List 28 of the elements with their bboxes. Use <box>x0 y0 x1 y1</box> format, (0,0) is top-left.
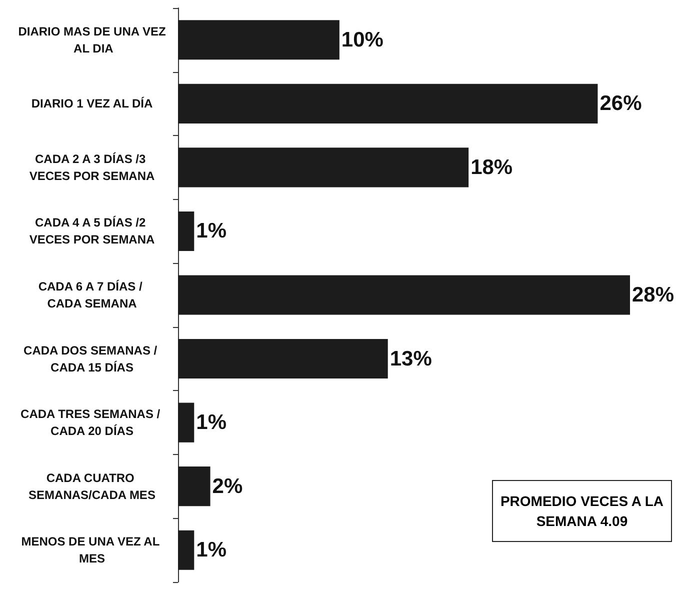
data-label: 10% <box>341 28 384 52</box>
y-tick-label: CADA 4 A 5 DÍAS /2 VECES POR SEMANA <box>29 216 156 247</box>
bar <box>178 275 630 315</box>
y-tick-label: CADA DOS SEMANAS / CADA 15 DÍAS <box>24 343 160 374</box>
y-tick-label: CADA CUATRO SEMANAS/CADA MES <box>28 470 156 502</box>
data-label: 2% <box>212 474 243 498</box>
bar <box>178 84 598 124</box>
y-tick-label: CADA TRES SEMANAS / CADA 20 DÍAS <box>20 407 164 438</box>
bar <box>178 466 210 506</box>
data-label: 1% <box>196 411 227 434</box>
bar <box>178 402 194 442</box>
y-tick-label: DIARIO 1 VEZ AL DÍA <box>31 96 153 111</box>
data-label: 1% <box>196 538 227 562</box>
y-tick-label: CADA 6 A 7 DÍAS / CADA SEMANA <box>38 280 146 310</box>
y-tick-label: CADA 2 A 3 DÍAS /3 VECES POR SEMANA <box>29 152 156 183</box>
bar <box>178 530 194 570</box>
y-tick-label: MENOS DE UNA VEZ AL MES <box>21 534 163 566</box>
y-tick-label: DIARIO MAS DE UNA VEZ AL DIA <box>18 24 166 56</box>
bar <box>178 20 340 60</box>
data-label: 18% <box>470 156 513 179</box>
data-label: 26% <box>600 92 642 116</box>
annotation: PROMEDIO VECES A LA SEMANA 4.09 <box>492 480 672 542</box>
bar <box>178 211 194 251</box>
data-label: 13% <box>390 347 432 370</box>
data-label: 1% <box>196 220 227 243</box>
bar <box>178 339 388 379</box>
bar <box>178 148 469 188</box>
data-label: 28% <box>632 284 674 306</box>
